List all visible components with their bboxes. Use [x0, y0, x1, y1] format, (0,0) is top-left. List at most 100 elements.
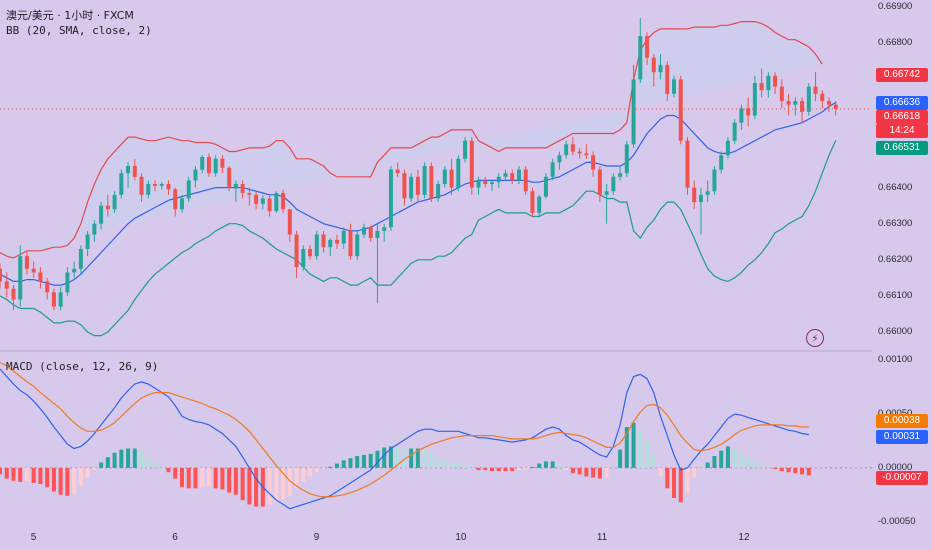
lightning-icon[interactable]: ⚡	[806, 329, 824, 347]
macd-histogram-bar	[11, 467, 16, 481]
candle-body	[645, 36, 650, 58]
candle-body	[806, 86, 811, 112]
candle-body	[651, 57, 656, 73]
macd-histogram-bar	[530, 466, 535, 468]
macd-histogram-bar	[476, 467, 481, 471]
candle-body	[705, 191, 710, 195]
candle-body	[18, 256, 23, 300]
candle-body	[99, 205, 104, 224]
candle-body	[611, 176, 616, 192]
candle-body	[308, 248, 313, 257]
macd-histogram-bar	[179, 467, 184, 488]
macd-histogram-bar	[247, 467, 252, 505]
time-tick-label: 5	[30, 532, 37, 543]
symbol-title[interactable]: 澳元/美元 · 1小时 · FXCM	[6, 9, 134, 22]
candle-body	[132, 165, 137, 177]
candle-body	[685, 140, 690, 188]
macd-histogram-bar	[773, 467, 778, 469]
macd-tick-label: 0.00100	[878, 354, 913, 366]
candle-body	[463, 140, 468, 159]
macd-histogram-bar	[4, 467, 9, 479]
macd-histogram-bar	[759, 464, 764, 468]
candle-body	[719, 155, 724, 170]
price-tick-label: 0.66100	[878, 289, 913, 301]
macd-tick-label: 0.00000	[878, 461, 913, 473]
candle-body	[766, 75, 771, 91]
candle-body	[800, 101, 805, 112]
macd-histogram-bar	[422, 449, 427, 468]
candle-body	[274, 193, 279, 212]
macd-histogram-bar	[388, 446, 393, 468]
bb-indicator-label[interactable]: BB (20, SMA, close, 2)	[6, 24, 152, 37]
macd-histogram-bar	[672, 467, 676, 498]
candle-body	[85, 234, 90, 249]
candle-body	[247, 193, 252, 195]
macd-histogram-bar	[254, 467, 259, 507]
macd-histogram-bar	[705, 462, 710, 468]
macd-histogram-bar	[746, 457, 751, 468]
candle-body	[314, 234, 319, 257]
candle-body	[415, 176, 420, 195]
candle-body	[301, 248, 306, 268]
candle-body	[793, 101, 798, 105]
macd-histogram-bar	[213, 467, 218, 489]
candle-body	[11, 288, 16, 300]
candle-body	[24, 256, 29, 269]
macd-histogram-bar	[382, 447, 387, 468]
macd-histogram-bar	[597, 467, 602, 479]
macd-histogram-bar	[233, 467, 238, 495]
macd-histogram-bar	[146, 457, 151, 468]
candle-body	[638, 36, 643, 80]
candle-body	[206, 156, 211, 174]
candle-body	[591, 155, 596, 170]
macd-histogram-bar	[227, 467, 232, 493]
macd-histogram-bar	[308, 467, 313, 477]
price-tick-label: 0.66000	[878, 325, 913, 337]
candle-body	[597, 169, 602, 195]
macd-histogram-bar	[132, 448, 137, 468]
macd-histogram-bar	[537, 463, 542, 468]
candle-body	[375, 230, 380, 239]
macd-histogram-bar	[267, 467, 272, 505]
candle-body	[260, 198, 265, 204]
macd-tag: 0.00031	[876, 430, 928, 444]
macd-histogram-bar	[577, 467, 582, 475]
candle-body	[179, 198, 184, 210]
bollinger-basis-line	[0, 101, 837, 286]
candle-body	[159, 184, 164, 186]
candle-body	[0, 268, 2, 282]
macd-histogram-bar	[375, 450, 380, 468]
macd-indicator-label[interactable]: MACD (close, 12, 26, 9)	[6, 360, 159, 373]
candle-body	[523, 169, 528, 192]
candle-body	[45, 281, 50, 293]
candle-body	[422, 165, 427, 195]
price-tick-label: 0.66900	[878, 1, 913, 13]
price-tick-label: 0.66800	[878, 37, 913, 49]
candle-body	[672, 79, 676, 94]
macd-histogram-bar	[483, 467, 488, 471]
candle-body	[510, 173, 515, 181]
macd-histogram-bar	[281, 467, 286, 500]
candle-body	[409, 176, 414, 199]
macd-histogram-bar	[678, 467, 683, 503]
candle-body	[166, 184, 171, 190]
candle-body	[584, 153, 589, 156]
macd-histogram-bar	[651, 456, 656, 468]
signal-line	[0, 361, 809, 498]
lower-band-tag: 0.66531	[876, 141, 928, 155]
macd-histogram-bar	[99, 462, 104, 468]
candle-body	[564, 144, 569, 156]
candle-body	[698, 194, 703, 203]
price-tick-label: 0.66300	[878, 217, 913, 229]
macd-tick-label: -0.00050	[878, 515, 916, 527]
macd-histogram-bar	[800, 467, 805, 475]
macd-histogram-bar	[45, 467, 50, 488]
candle-body	[490, 182, 495, 185]
candle-body	[267, 198, 272, 212]
candle-body	[395, 169, 400, 174]
candle-body	[665, 64, 670, 94]
candle-body	[119, 173, 124, 195]
time-tick-label: 10	[455, 532, 467, 543]
